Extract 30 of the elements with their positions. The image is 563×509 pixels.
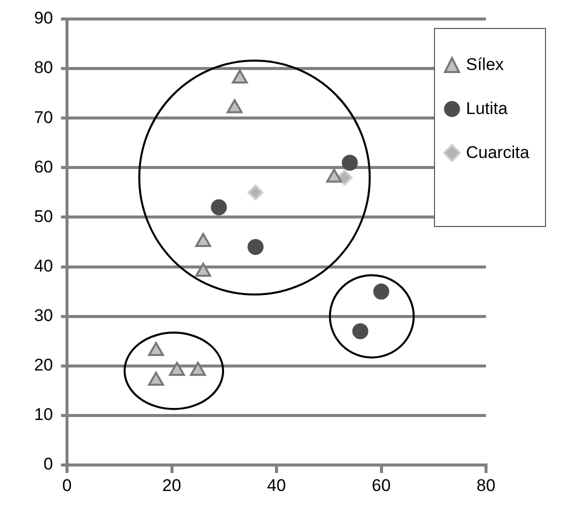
point xyxy=(169,362,185,376)
x-tick-label: 40 xyxy=(267,476,286,495)
x-tick-label: 0 xyxy=(62,476,72,495)
y-tick-label: 80 xyxy=(34,58,53,78)
x-tick-label: 80 xyxy=(476,476,496,495)
legend-label: Cuarcita xyxy=(466,143,530,163)
y-tick-label: 50 xyxy=(34,206,53,226)
y-tick-label: 40 xyxy=(34,256,53,276)
y-tick-label: 10 xyxy=(34,405,53,424)
point xyxy=(148,342,164,356)
legend-label: Sílex xyxy=(466,55,504,75)
point xyxy=(148,372,164,386)
point xyxy=(190,362,206,376)
point xyxy=(195,233,212,247)
point xyxy=(336,170,353,186)
x-tick-label: 20 xyxy=(162,476,182,495)
point xyxy=(342,154,358,171)
legend-label: Lutita xyxy=(466,99,508,119)
y-tick-label: 0 xyxy=(44,454,53,474)
y-tick-label: 20 xyxy=(34,356,53,375)
point xyxy=(326,168,342,183)
point xyxy=(210,199,227,216)
point xyxy=(248,238,264,255)
x-tick-label: 60 xyxy=(372,476,391,495)
y-tick-label: 90 xyxy=(34,8,53,28)
y-tick-label: 60 xyxy=(34,157,53,176)
point xyxy=(195,262,212,277)
y-tick-label: 70 xyxy=(34,108,53,127)
point xyxy=(248,184,264,200)
y-tick-label: 30 xyxy=(34,306,53,326)
